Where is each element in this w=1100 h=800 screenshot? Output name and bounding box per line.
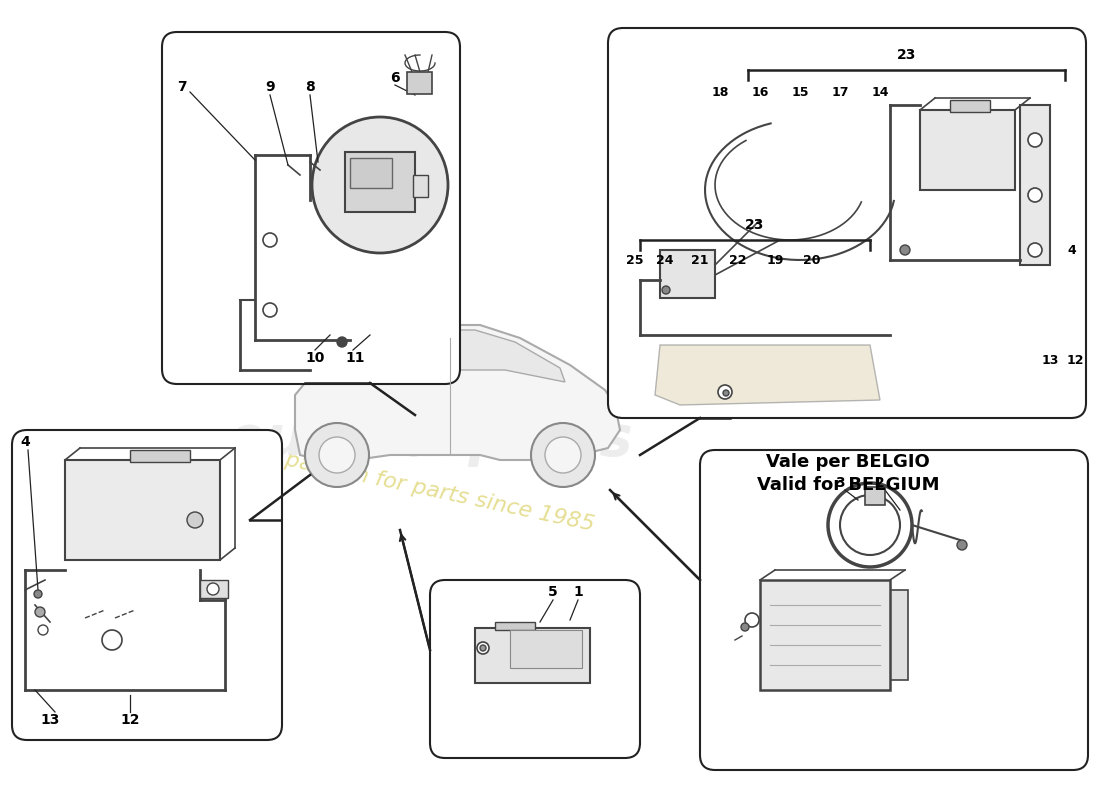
Bar: [510, 630, 582, 668]
Text: 10: 10: [306, 351, 324, 365]
Bar: [412, 175, 428, 197]
Circle shape: [1028, 133, 1042, 147]
Circle shape: [312, 117, 448, 253]
Text: 7: 7: [177, 80, 187, 94]
Circle shape: [263, 233, 277, 247]
Text: 24: 24: [657, 254, 673, 266]
Circle shape: [1028, 243, 1042, 257]
Text: 13: 13: [1042, 354, 1058, 366]
Bar: [950, 100, 990, 112]
Bar: [475, 628, 590, 683]
Text: eurocarparts: eurocarparts: [228, 413, 632, 467]
Text: 4: 4: [20, 435, 30, 449]
Text: 5: 5: [548, 585, 558, 599]
Text: 16: 16: [751, 86, 769, 98]
Bar: [760, 580, 890, 690]
Text: 15: 15: [791, 86, 808, 98]
Circle shape: [35, 607, 45, 617]
Bar: [200, 580, 228, 598]
Bar: [65, 460, 220, 560]
Bar: [920, 110, 1015, 190]
Circle shape: [957, 540, 967, 550]
Text: 13: 13: [41, 713, 59, 727]
Bar: [1020, 105, 1050, 265]
Circle shape: [477, 642, 490, 654]
Text: 4: 4: [1068, 243, 1077, 257]
Text: 12: 12: [120, 713, 140, 727]
Text: 18: 18: [712, 86, 728, 98]
Text: 11: 11: [345, 351, 365, 365]
PathPatch shape: [336, 330, 565, 382]
Text: 19: 19: [767, 254, 783, 266]
Text: Vale per BELGIO: Vale per BELGIO: [766, 453, 930, 471]
Circle shape: [723, 390, 729, 396]
FancyBboxPatch shape: [162, 32, 460, 384]
Text: a passion for parts since 1985: a passion for parts since 1985: [263, 446, 596, 534]
Text: Valid for BELGIUM: Valid for BELGIUM: [757, 476, 939, 494]
Text: 14: 14: [871, 86, 889, 98]
Bar: [495, 622, 535, 630]
Circle shape: [480, 645, 486, 651]
Circle shape: [1028, 188, 1042, 202]
Bar: [350, 158, 392, 188]
Text: 25: 25: [626, 254, 644, 266]
Text: 3: 3: [835, 476, 845, 490]
Text: 12: 12: [1066, 354, 1083, 366]
Text: 9: 9: [265, 80, 275, 94]
Text: 23: 23: [898, 48, 916, 62]
PathPatch shape: [295, 325, 620, 460]
Text: 2: 2: [876, 476, 884, 490]
Circle shape: [319, 437, 355, 473]
Text: 1: 1: [573, 585, 583, 599]
Circle shape: [263, 303, 277, 317]
Bar: [407, 72, 432, 94]
Text: 17: 17: [832, 86, 849, 98]
FancyBboxPatch shape: [608, 28, 1086, 418]
FancyBboxPatch shape: [12, 430, 282, 740]
Circle shape: [305, 423, 369, 487]
Circle shape: [39, 625, 48, 635]
Circle shape: [102, 630, 122, 650]
Circle shape: [34, 590, 42, 598]
Circle shape: [741, 623, 749, 631]
Circle shape: [718, 385, 732, 399]
Circle shape: [207, 583, 219, 595]
Circle shape: [900, 245, 910, 255]
Polygon shape: [654, 345, 880, 405]
Text: 23: 23: [746, 218, 764, 232]
Text: 22: 22: [729, 254, 747, 266]
Text: 21: 21: [691, 254, 708, 266]
Circle shape: [745, 613, 759, 627]
Bar: [345, 152, 415, 212]
FancyBboxPatch shape: [700, 450, 1088, 770]
Bar: [660, 250, 715, 298]
Circle shape: [187, 512, 204, 528]
Bar: [888, 590, 907, 680]
Text: 6: 6: [390, 71, 399, 85]
Bar: [130, 450, 190, 462]
Circle shape: [531, 423, 595, 487]
Text: 20: 20: [803, 254, 821, 266]
Circle shape: [544, 437, 581, 473]
Circle shape: [662, 286, 670, 294]
Bar: [865, 487, 886, 505]
FancyBboxPatch shape: [430, 580, 640, 758]
Circle shape: [337, 337, 346, 347]
Text: 8: 8: [305, 80, 315, 94]
